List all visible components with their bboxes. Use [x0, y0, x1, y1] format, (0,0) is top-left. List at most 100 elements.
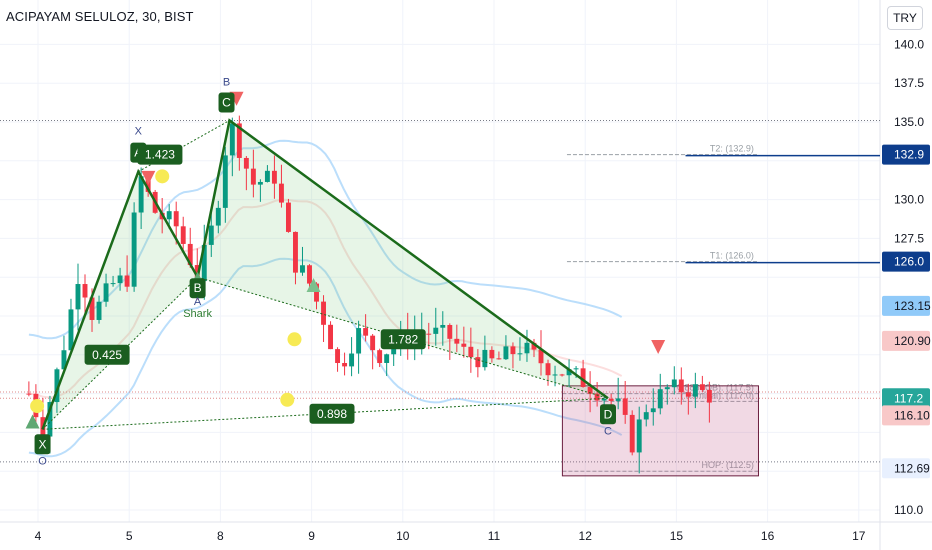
candle-body	[47, 402, 53, 437]
point-label-b-bg	[189, 278, 206, 299]
price-badge: 117.2	[894, 391, 923, 405]
candle-body	[657, 389, 663, 409]
harmonic-letter-a: A	[194, 296, 202, 308]
signal-markers	[25, 91, 666, 429]
harmonic-letter-c: C	[604, 425, 612, 437]
candle-body	[264, 170, 270, 182]
candle-body	[271, 170, 277, 184]
level-label: 0.886 (OB): (117.5)	[677, 383, 754, 393]
candle-body	[601, 398, 607, 401]
point-label-c: C	[222, 95, 231, 109]
candle-body	[433, 327, 439, 334]
candle-body	[349, 353, 355, 367]
chart-title: ACIPAYAM SELULOZ, 30, BIST	[6, 9, 194, 24]
candle-body	[54, 369, 60, 403]
currency-button[interactable]: TRY	[887, 6, 923, 30]
candle-body	[293, 231, 298, 273]
candle-body	[110, 283, 116, 285]
ratio-label-xab-bg	[84, 344, 130, 365]
candle-body	[300, 265, 305, 273]
candle-body	[524, 342, 530, 354]
point-label-d-bg	[600, 404, 616, 425]
candle-body	[545, 363, 551, 376]
candle-body	[377, 350, 383, 363]
pivot-dot	[280, 392, 295, 407]
candle-body	[75, 284, 81, 310]
candle-body	[461, 343, 467, 347]
point-label-d: D	[604, 407, 613, 421]
bcd-fill	[197, 120, 608, 399]
price-badge-bg	[882, 330, 930, 351]
time-tick-label: 4	[35, 529, 42, 543]
pattern-name-label: Shark	[183, 308, 212, 320]
candle-body	[468, 346, 474, 358]
candle-body	[187, 243, 193, 266]
candle-body	[650, 408, 656, 413]
lower-band	[28, 257, 623, 458]
ratio-label-bcd-bg	[380, 329, 426, 350]
candle-body	[447, 324, 453, 339]
candle-body	[321, 301, 326, 325]
time-tick-label: 15	[670, 529, 684, 543]
price-tick-label: 135.0	[894, 115, 924, 129]
candle-body	[131, 212, 137, 287]
candle-body	[208, 225, 214, 245]
candle-body	[278, 183, 284, 203]
candle-body	[559, 374, 565, 376]
pivot-dot	[155, 169, 170, 184]
price-badge: 132.9	[894, 148, 924, 162]
candle-body	[328, 324, 333, 350]
price-tick-label: 127.5	[894, 231, 924, 245]
sell-marker	[651, 340, 666, 355]
candle-body	[580, 368, 586, 387]
price-badge: 120.90	[894, 334, 931, 348]
candle-body	[552, 374, 558, 376]
candle-body	[671, 379, 677, 388]
candle-body	[692, 384, 698, 397]
candle-body	[531, 342, 537, 350]
candle-body	[117, 275, 123, 284]
candle-body	[173, 211, 179, 227]
harmonic-letter-x: X	[135, 126, 143, 138]
candle-body	[180, 226, 186, 244]
buy-marker	[306, 277, 321, 292]
candle-body	[587, 386, 593, 394]
price-badge-bg	[882, 144, 930, 165]
candle-body	[426, 333, 432, 335]
candle-body	[243, 157, 249, 169]
candle-body	[89, 297, 95, 320]
candle-body	[124, 275, 130, 287]
candle-body	[538, 349, 544, 364]
candle-body	[222, 155, 228, 208]
candle-body	[615, 398, 621, 401]
candle-body	[257, 181, 263, 185]
fib-levels: T2: (132.9) T1: (126.0) 0.886 (OB): (117.5…	[0, 119, 880, 472]
candle-body	[685, 392, 691, 397]
level-label: T1: (126.0)	[710, 251, 754, 261]
point-label-b: B	[194, 281, 202, 295]
ratio-label-xad-bg	[309, 403, 355, 424]
candle-body	[26, 393, 32, 395]
candle-body	[236, 123, 242, 158]
point-label-x-bg	[34, 434, 51, 455]
candle-body	[391, 346, 397, 355]
candle-body	[138, 176, 144, 213]
time-tick-label: 16	[761, 529, 775, 543]
price-tick-label: 110.0	[894, 503, 923, 517]
candle-body	[566, 369, 572, 376]
time-axis: 4 5 8 9 10 11 12 15 16 17	[35, 529, 866, 543]
level-label: HOP: (112.5)	[702, 460, 754, 470]
price-badge-bg	[882, 388, 930, 409]
price-tick-label: 130.0	[894, 193, 924, 207]
price-badge: 126.0	[894, 255, 924, 269]
middle-band	[28, 198, 623, 399]
time-tick-label: 11	[488, 529, 501, 543]
candle-body	[307, 265, 312, 284]
candle-body	[384, 354, 390, 363]
harmonic-letter-o: O	[38, 455, 47, 467]
ratio-label-xab: 0.425	[92, 348, 122, 362]
time-tick-label: 9	[308, 529, 315, 543]
candle-body	[166, 211, 172, 220]
